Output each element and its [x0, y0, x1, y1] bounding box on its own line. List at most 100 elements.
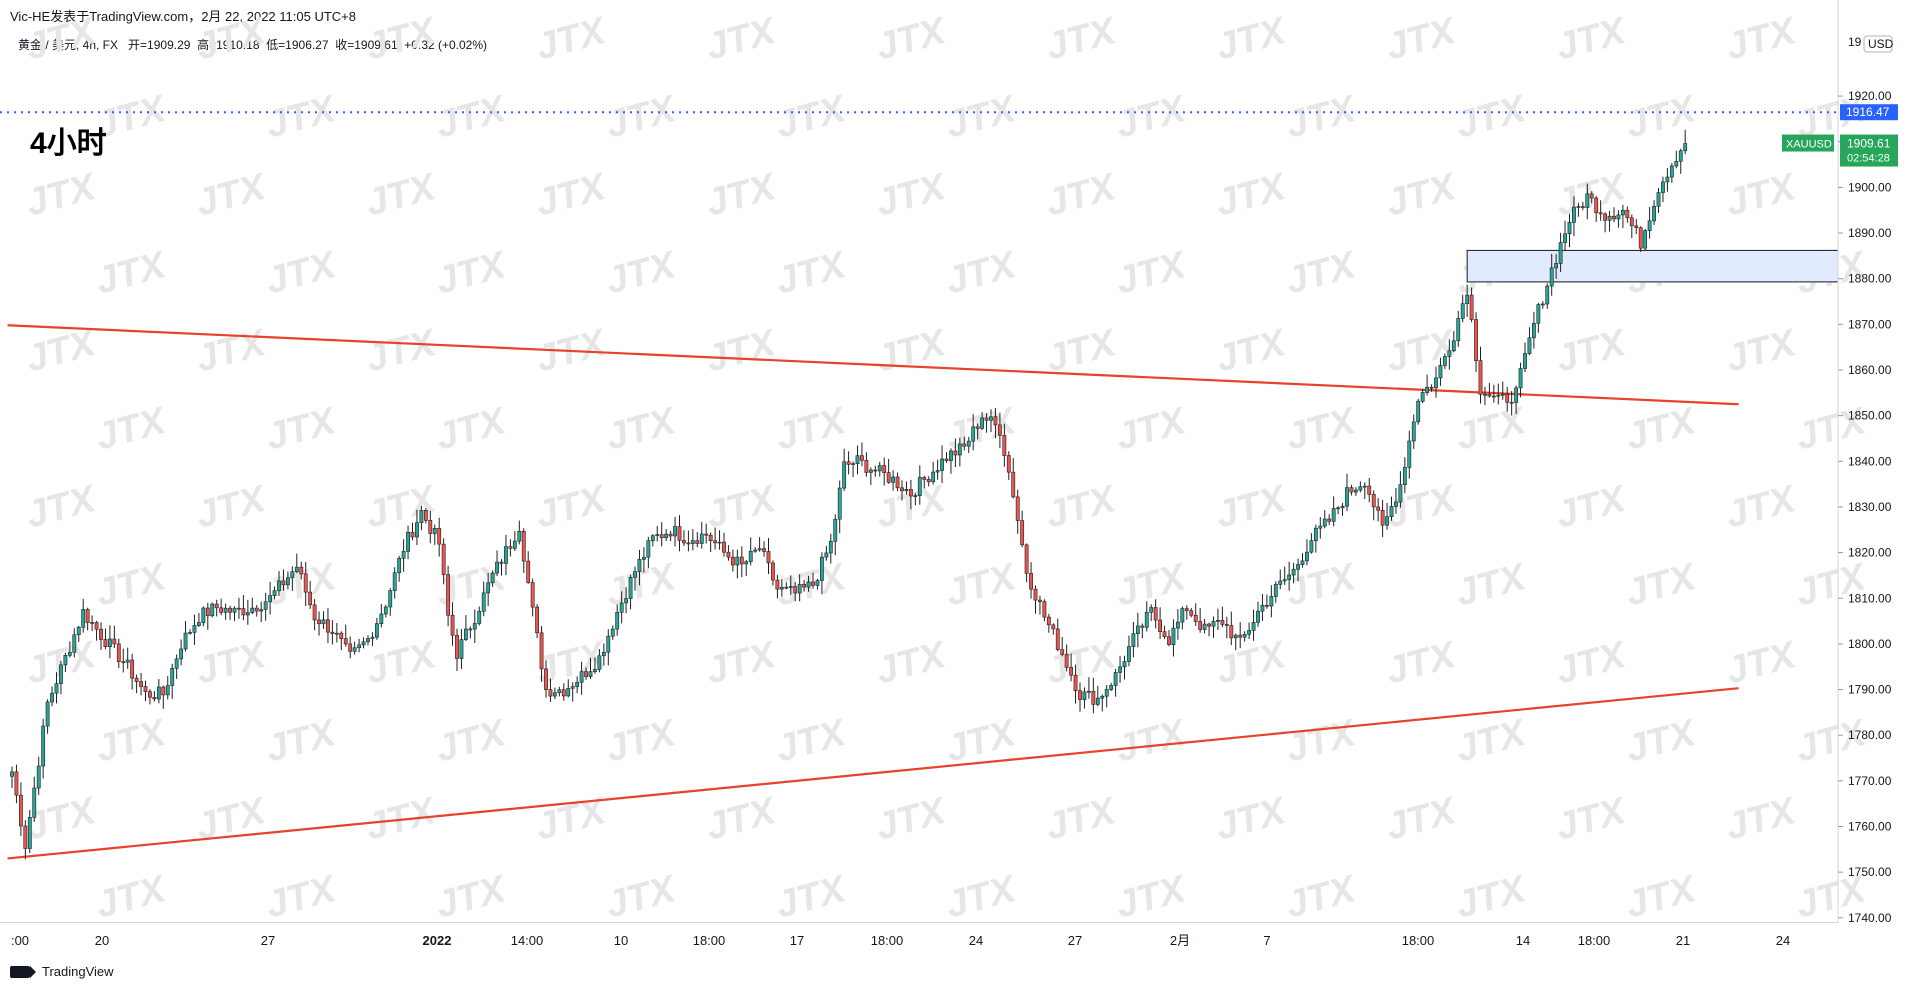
currency-label: USD [1868, 37, 1894, 51]
candle-body [1447, 350, 1452, 357]
x-tick-label: 24 [969, 933, 983, 948]
candle-body [18, 794, 23, 827]
candle-body [237, 607, 241, 610]
candle-body [886, 472, 891, 483]
candle-body [468, 628, 473, 631]
candle-body [1558, 242, 1563, 264]
watermark-text: JTX [1721, 9, 1802, 68]
candle-body [584, 671, 588, 677]
candle-body [272, 590, 277, 596]
watermark-text: JTX [361, 9, 442, 68]
candle-body [1576, 206, 1581, 208]
candle-body [908, 489, 913, 497]
candle-body [1002, 435, 1007, 456]
watermark-text: JTX [701, 789, 782, 848]
watermark-text: JTX [431, 243, 512, 302]
candle-body [806, 581, 811, 588]
candle-body [873, 469, 878, 472]
y-tick-label: 1860.00 [1848, 363, 1892, 377]
candle-body [481, 592, 486, 612]
candle-body [846, 461, 851, 465]
symbol-info[interactable]: 黄金 / 美元, 4h, FX [18, 38, 119, 52]
candle-body [1180, 608, 1185, 623]
candle-body [72, 634, 77, 653]
watermark-text: JTX [771, 243, 852, 302]
candle-body [1549, 267, 1554, 287]
candle-body [877, 465, 882, 472]
candle-body [517, 531, 522, 542]
candles [10, 129, 1688, 860]
watermark-text: JTX [701, 9, 782, 68]
candle-body [161, 686, 166, 696]
candle-body [139, 681, 143, 687]
watermark-text: JTX [191, 9, 272, 68]
tradingview-brand[interactable]: TradingView [10, 964, 114, 979]
y-tick-label: 1760.00 [1848, 820, 1892, 834]
candle-body [1665, 176, 1670, 183]
candle-body [1038, 599, 1042, 602]
candle-body [1207, 623, 1211, 627]
watermark-text: JTX [1721, 477, 1802, 536]
watermark-text: JTX [191, 477, 272, 536]
candle-body [690, 540, 695, 544]
watermark-text: JTX [1041, 633, 1122, 692]
watermark-text: JTX [1111, 243, 1192, 302]
watermark-text: JTX [191, 633, 272, 692]
candle-body [108, 638, 112, 647]
candle-body [1167, 636, 1171, 645]
watermark-text: JTX [771, 711, 852, 770]
candle-body [374, 623, 379, 638]
candle-body [290, 571, 295, 579]
candle-body [1416, 400, 1421, 423]
watermark-text: JTX [1621, 867, 1702, 926]
candle-body [81, 609, 86, 628]
candle-body [730, 556, 735, 566]
x-tick-label: 2022 [423, 933, 452, 948]
candle-body [428, 520, 433, 534]
candle-body [179, 648, 184, 660]
watermark-text: JTX [1621, 87, 1702, 146]
candle-body [1629, 217, 1634, 227]
watermark-text: JTX [21, 165, 102, 224]
candle-body [1296, 564, 1300, 570]
x-tick-label: 27 [1068, 933, 1082, 948]
y-tick-label: 1870.00 [1848, 317, 1892, 331]
candle-body [99, 628, 103, 640]
watermark-text: JTX [1551, 633, 1632, 692]
watermark-text: JTX [1211, 789, 1292, 848]
candle-body [641, 556, 646, 560]
watermark-text: JTX [1551, 789, 1632, 848]
candle-body [1278, 580, 1283, 585]
watermark-text: JTX [1211, 633, 1292, 692]
candle-body [36, 765, 41, 789]
candle-body [477, 610, 482, 624]
close-value: 收=1909.61 [335, 38, 398, 52]
candle-body [953, 450, 958, 456]
candle-body [771, 562, 775, 581]
candle-body [343, 638, 348, 645]
candle-body [1127, 646, 1131, 662]
y-tick-label: 1820.00 [1848, 546, 1892, 560]
currency-button[interactable] [1863, 35, 1893, 53]
candle-body [1563, 233, 1567, 243]
candle-body [1224, 624, 1229, 626]
y-tick-label: 1840.00 [1848, 454, 1892, 468]
watermark-text: JTX [191, 321, 272, 380]
candle-body [819, 556, 824, 581]
watermark-text: JTX [531, 9, 612, 68]
candle-body [1638, 227, 1643, 249]
candle-body [686, 542, 691, 545]
watermark-text: JTX [1791, 555, 1872, 614]
candle-body [183, 632, 188, 650]
y-tick-label: 1890.00 [1848, 226, 1892, 240]
price-axis[interactable]: 1740.00 1750.00 1760.00 1770.00 1780.00 1790.… [1838, 35, 1894, 925]
candle-body [134, 677, 139, 682]
candle-body [588, 671, 593, 677]
candle-body [664, 533, 669, 539]
candle-body [1064, 654, 1069, 668]
candle-body [1380, 509, 1385, 526]
watermark-text: JTX [1041, 477, 1122, 536]
candle-body [1536, 304, 1541, 324]
time-axis[interactable]: :00 20 27 2022 14:00 10 18:00 17 18:00 24 27 2月 7 18:… [11, 933, 1790, 948]
